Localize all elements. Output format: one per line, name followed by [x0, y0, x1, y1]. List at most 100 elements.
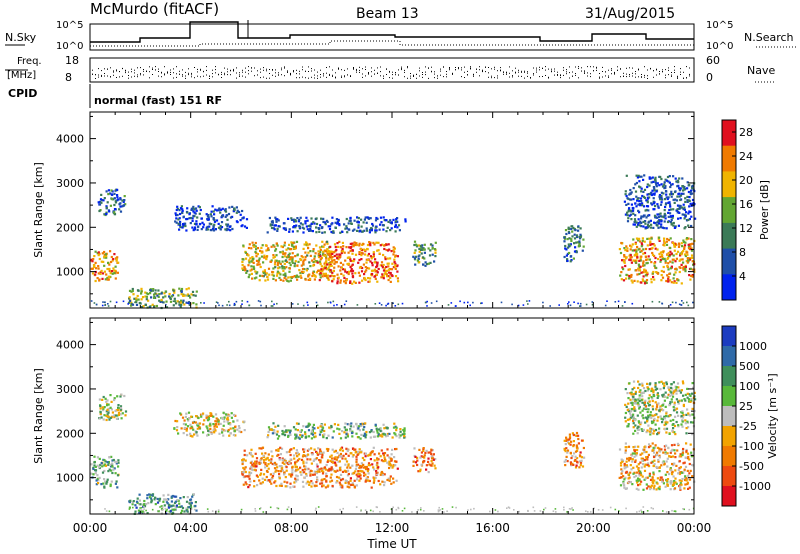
data-cell — [206, 228, 210, 231]
data-cell — [639, 220, 642, 223]
data-cell — [176, 426, 179, 429]
data-cell — [120, 393, 123, 396]
freq-point — [512, 70, 513, 72]
data-cell — [366, 254, 369, 257]
data-cell — [645, 487, 649, 490]
freq-point — [341, 76, 342, 78]
freq-point — [269, 69, 270, 70]
data-cell — [286, 279, 289, 282]
data-cell — [344, 259, 347, 262]
data-cell — [372, 255, 375, 258]
data-cell — [374, 219, 378, 222]
freq-point — [446, 73, 447, 75]
data-cell — [114, 270, 117, 273]
data-cell — [119, 202, 122, 205]
data-cell — [423, 257, 426, 260]
data-cell — [106, 413, 109, 416]
data-cell — [347, 222, 350, 225]
data-cell — [197, 225, 200, 228]
data-cell — [140, 306, 143, 309]
freq-point — [236, 77, 237, 79]
freq-point — [101, 70, 102, 72]
freq-point — [479, 66, 480, 68]
data-cell — [679, 453, 682, 456]
data-cell — [93, 464, 96, 467]
data-cell — [678, 471, 681, 474]
freq-point — [230, 70, 231, 72]
data-cell — [276, 218, 279, 221]
freq-point — [200, 68, 201, 70]
data-cell — [302, 262, 305, 266]
freq-point — [98, 76, 99, 78]
data-cell — [564, 247, 567, 250]
data-cell — [295, 480, 298, 483]
data-cell — [156, 294, 159, 297]
data-cell — [319, 276, 322, 279]
data-cell — [648, 184, 651, 187]
data-cell — [653, 484, 656, 487]
data-cell — [295, 274, 298, 277]
data-cell — [367, 464, 370, 467]
data-cell — [634, 241, 637, 244]
data-cell — [315, 244, 318, 247]
freq-point — [164, 74, 165, 76]
data-cell — [322, 217, 325, 220]
data-cell — [298, 457, 301, 461]
data-cell — [622, 475, 625, 478]
data-cell — [315, 260, 319, 263]
ground-scatter-cell — [259, 300, 262, 303]
data-cell — [117, 465, 120, 468]
data-cell — [117, 459, 120, 462]
data-cell — [651, 251, 654, 255]
data-cell — [579, 464, 582, 467]
data-cell — [624, 190, 627, 193]
data-cell — [340, 266, 343, 269]
data-cell — [565, 232, 568, 236]
data-cell — [576, 241, 579, 244]
data-cell — [340, 272, 343, 275]
data-cell — [255, 474, 258, 477]
freq-point — [488, 67, 489, 68]
data-cell — [638, 200, 641, 203]
data-cell — [315, 472, 319, 475]
y-tick-label: 4000 — [56, 133, 84, 146]
ground-scatter-cell — [297, 303, 299, 305]
data-cell — [375, 273, 378, 276]
data-cell — [310, 430, 313, 433]
data-cell — [661, 185, 665, 188]
data-cell — [684, 270, 687, 273]
data-cell — [274, 266, 277, 269]
data-cell — [642, 178, 645, 181]
data-cell — [654, 181, 657, 184]
data-cell — [210, 215, 213, 218]
data-cell — [379, 216, 383, 219]
freq-point — [248, 73, 249, 75]
data-cell — [326, 460, 329, 463]
data-cell — [309, 474, 312, 477]
data-cell — [638, 474, 641, 477]
data-cell — [277, 267, 280, 270]
data-cell — [433, 260, 436, 263]
data-cell — [423, 248, 426, 251]
freq-point — [125, 70, 126, 72]
data-cell — [282, 227, 285, 230]
colorbar-tick-label: 28 — [739, 126, 753, 139]
data-cell — [103, 253, 106, 256]
freq-point — [548, 76, 549, 78]
data-cell — [690, 274, 693, 278]
data-cell — [660, 279, 663, 282]
data-cell — [178, 222, 181, 225]
data-cell — [244, 257, 248, 260]
data-cell — [188, 217, 191, 220]
data-cell — [344, 227, 347, 230]
data-cell — [208, 222, 211, 225]
data-cell — [356, 229, 359, 232]
data-cell — [648, 258, 651, 261]
freq-point — [542, 68, 543, 69]
data-cell — [361, 279, 364, 282]
data-cell — [308, 481, 311, 484]
data-cell — [338, 428, 341, 431]
data-cell — [315, 222, 319, 226]
data-cell — [630, 454, 633, 457]
data-cell — [208, 414, 211, 417]
